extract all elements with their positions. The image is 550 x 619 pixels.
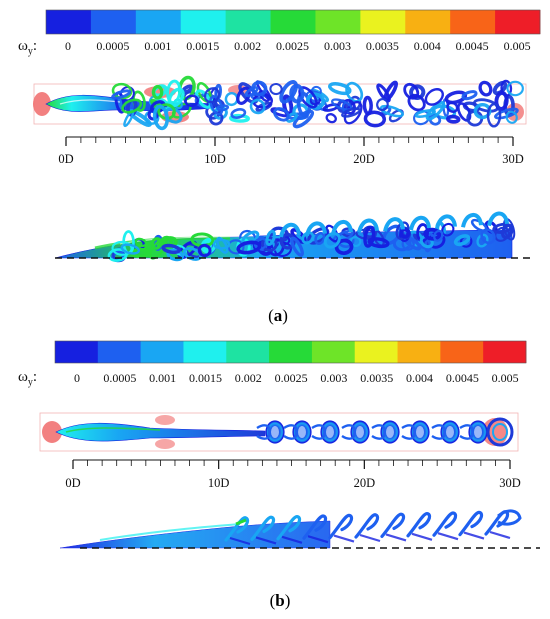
colorbar-b-swatch-7	[354, 341, 398, 363]
colorbar-b-swatch-9	[440, 341, 484, 363]
colorbar-a-swatch-2	[135, 10, 182, 34]
vortex-side-view-a	[54, 211, 532, 263]
colorbar-b-swatch-1	[97, 341, 142, 363]
colorbar-b-label-3: 0.0015	[189, 371, 222, 385]
colorbar-b-swatch-10	[483, 341, 527, 363]
colorbar-b-swatch-8	[397, 341, 441, 363]
colorbar-a-swatch-0	[46, 10, 92, 34]
colorbar-b-label-9: 0.0045	[446, 371, 479, 385]
colorbar-a-swatch-1	[90, 10, 137, 34]
distance-axis-b: 0D 10D 20D 30D	[65, 459, 521, 490]
colorbar-a-label-9: 0.0045	[456, 39, 489, 53]
colorbar-a-label-2: 0.001	[144, 39, 171, 53]
colorbar-a-label-10: 0.005	[504, 39, 531, 53]
axis-a-tick-1: 10D	[204, 152, 226, 166]
axis-a-tick-0: 0D	[58, 152, 73, 166]
colorbar-a-swatch-4	[225, 10, 271, 34]
panel-a: 0 0.0005 0.001 0.0015 0.002 0.0025 0.003 0.0035…	[18, 9, 541, 325]
colorbar-b-symbol: ωy:	[18, 369, 37, 388]
colorbar-a-label-3: 0.0015	[186, 39, 219, 53]
colorbar-b-label-5: 0.0025	[275, 371, 308, 385]
colorbar-a-symbol: ωy:	[18, 38, 37, 57]
colorbar-a-label-7: 0.0035	[366, 39, 399, 53]
axis-b-tick-3: 30D	[499, 476, 521, 490]
colorbar-a-swatch-8	[405, 10, 451, 34]
vortex-top-view-a	[33, 75, 527, 131]
colorbar-a-swatch-5	[270, 10, 316, 34]
colorbar-b: 0 0.0005 0.001 0.0015 0.002 0.0025 0.003 0.0035…	[54, 340, 527, 385]
colorbar-a-swatch-6	[315, 10, 361, 34]
axis-b-tick-1: 10D	[208, 476, 230, 490]
colorbar-b-label-1: 0.0005	[103, 371, 136, 385]
colorbar-a-label-5: 0.0025	[276, 39, 309, 53]
vortex-side-view-b	[59, 509, 540, 549]
vortex-top-view-b	[39, 412, 519, 452]
colorbar-a: 0 0.0005 0.001 0.0015 0.002 0.0025 0.003 0.0035…	[45, 9, 541, 53]
colorbar-b-swatch-3	[183, 341, 227, 363]
colorbar-a-label-4: 0.002	[234, 39, 261, 53]
colorbar-b-label-2: 0.001	[149, 371, 176, 385]
colorbar-b-label-6: 0.003	[320, 371, 347, 385]
colorbar-a-swatch-7	[360, 10, 406, 34]
colorbar-b-swatch-2	[140, 341, 184, 363]
colorbar-b-swatch-0	[55, 341, 99, 363]
caption-b: (b)	[270, 591, 291, 610]
colorbar-a-swatch-3	[180, 10, 227, 34]
axis-b-tick-0: 0D	[65, 476, 80, 490]
colorbar-b-swatch-6	[311, 341, 356, 363]
colorbar-a-swatch-10	[495, 10, 541, 34]
panel-b: 0 0.0005 0.001 0.0015 0.002 0.0025 0.003 0.0035…	[18, 340, 540, 610]
colorbar-a-label-0: 0	[65, 39, 71, 53]
colorbar-b-label-7: 0.0035	[360, 371, 393, 385]
colorbar-b-label-0: 0	[74, 371, 80, 385]
colorbar-b-label-8: 0.004	[406, 371, 433, 385]
axis-b-tick-2: 20D	[354, 476, 376, 490]
caption-a: (a)	[268, 306, 288, 325]
colorbar-a-swatch-9	[450, 10, 496, 34]
colorbar-b-label-4: 0.002	[235, 371, 262, 385]
colorbar-a-label-8: 0.004	[414, 39, 441, 53]
colorbar-b-swatch-5	[269, 341, 313, 363]
axis-a-tick-2: 20D	[353, 152, 375, 166]
colorbar-b-swatch-4	[226, 341, 270, 363]
colorbar-a-label-6: 0.003	[324, 39, 351, 53]
distance-axis-a: 0D 10D 20D 30D	[58, 136, 524, 166]
colorbar-b-label-10: 0.005	[492, 371, 519, 385]
colorbar-a-label-1: 0.0005	[96, 39, 129, 53]
axis-a-tick-3: 30D	[502, 152, 524, 166]
